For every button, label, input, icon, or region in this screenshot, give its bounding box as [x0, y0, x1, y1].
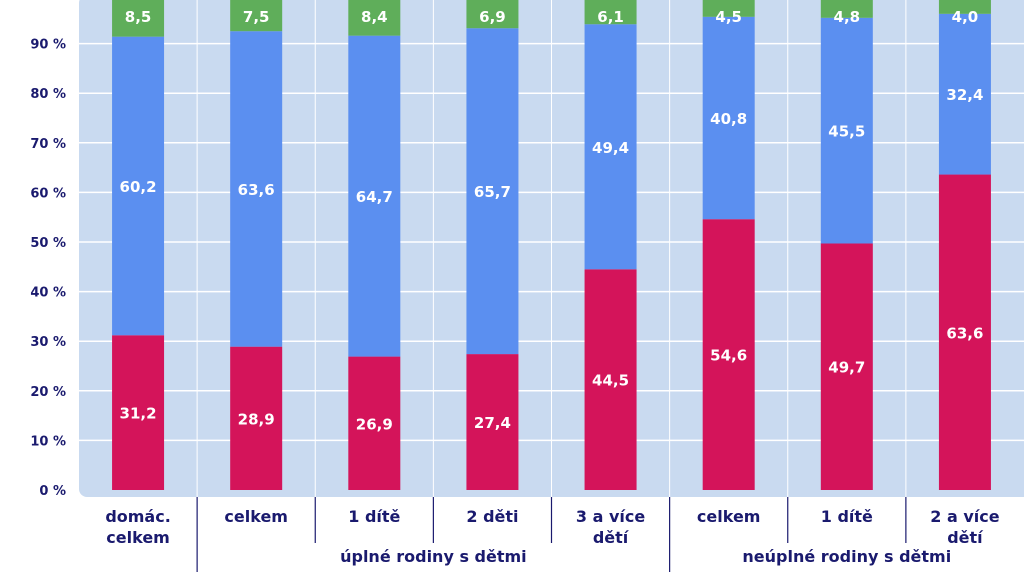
data-label: 63,6	[238, 181, 275, 199]
data-label: 44,5	[592, 372, 629, 390]
bar-segment	[820, 243, 873, 490]
y-tick-label: 90 %	[30, 38, 66, 53]
group-label: neúplné rodiny s dětmi	[742, 547, 951, 566]
data-label: 49,4	[592, 139, 629, 157]
data-label: 63,6	[946, 324, 983, 342]
y-tick-label: 40 %	[30, 286, 66, 301]
bar-segment	[702, 16, 755, 220]
bar-segment	[230, 31, 283, 347]
bar-segment	[348, 35, 401, 357]
data-label: 4,5	[715, 8, 742, 26]
y-tick-label: 30 %	[30, 335, 66, 350]
data-label: 49,7	[828, 359, 865, 377]
data-label: 65,7	[474, 183, 511, 201]
bar-segment	[820, 17, 873, 244]
bar-segment	[112, 0, 165, 37]
bar-segment	[466, 0, 519, 29]
data-label: 54,6	[710, 347, 747, 365]
category-label: 3 a více	[576, 507, 645, 526]
bar-segment	[230, 0, 283, 32]
bar-segment	[112, 335, 165, 490]
bar-segment	[584, 269, 637, 490]
data-label: 8,4	[361, 8, 388, 26]
bar-segment	[938, 0, 991, 14]
category-label: dětí	[593, 528, 630, 547]
category-label: domác.	[105, 507, 170, 526]
bar-segment	[584, 0, 637, 25]
y-tick-label: 0 %	[39, 484, 66, 499]
bar-segment	[466, 28, 519, 355]
y-tick-label: 80 %	[30, 87, 66, 102]
group-label: úplné rodiny s dětmi	[340, 547, 527, 566]
category-label: 1 dítě	[348, 507, 400, 526]
category-label: celkem	[697, 507, 761, 526]
data-label: 27,4	[474, 414, 511, 432]
data-label: 7,5	[243, 8, 270, 26]
data-label: 45,5	[828, 123, 865, 141]
bar-segment	[584, 24, 637, 270]
y-tick-label: 70 %	[30, 137, 66, 152]
y-tick-label: 60 %	[30, 186, 66, 201]
data-label: 6,9	[479, 8, 506, 26]
bar-segment	[938, 174, 991, 490]
bar-segment	[230, 346, 283, 490]
y-tick-label: 20 %	[30, 385, 66, 400]
data-label: 64,7	[356, 188, 393, 206]
data-label: 60,2	[120, 178, 157, 196]
data-label: 26,9	[356, 415, 393, 433]
data-label: 32,4	[946, 86, 983, 104]
y-tick-label: 10 %	[30, 434, 66, 449]
category-label: 2 a více	[930, 507, 999, 526]
data-label: 40,8	[710, 110, 747, 128]
data-label: 8,5	[125, 8, 152, 26]
data-label: 28,9	[238, 410, 275, 428]
bar-segment	[466, 354, 519, 490]
category-label: 1 dítě	[821, 507, 873, 526]
category-label: 2 děti	[466, 507, 518, 526]
bar-segment	[702, 219, 755, 490]
data-label: 4,8	[834, 8, 861, 26]
bar-segment	[820, 0, 873, 18]
bar-segment	[938, 13, 991, 175]
category-label: celkem	[106, 528, 170, 547]
bar-segment	[348, 0, 401, 36]
bar-segment	[112, 36, 165, 336]
category-label: celkem	[224, 507, 288, 526]
y-tick-label: 50 %	[30, 236, 66, 251]
category-label: dětí	[947, 528, 984, 547]
bar-segment	[348, 356, 401, 490]
data-label: 31,2	[120, 405, 157, 423]
bar-segment	[702, 0, 755, 17]
data-label: 4,0	[952, 8, 979, 26]
data-label: 6,1	[597, 8, 624, 26]
